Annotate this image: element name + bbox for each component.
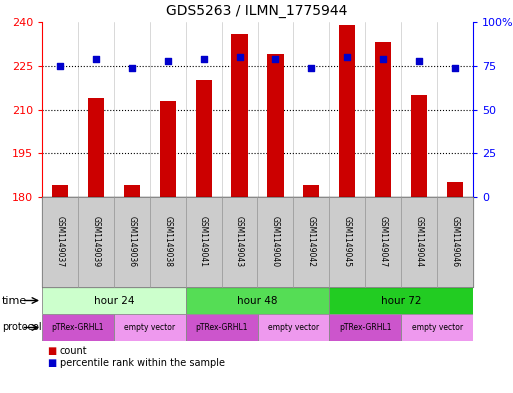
Bar xyxy=(329,314,401,341)
Text: GSM1149036: GSM1149036 xyxy=(127,217,136,268)
Bar xyxy=(231,34,248,197)
Text: GSM1149041: GSM1149041 xyxy=(199,217,208,268)
Bar xyxy=(186,287,329,314)
Text: GSM1149038: GSM1149038 xyxy=(163,217,172,268)
Bar xyxy=(339,25,356,197)
Point xyxy=(164,57,172,64)
Bar xyxy=(267,54,284,197)
Text: empty vector: empty vector xyxy=(268,323,319,332)
Text: hour 72: hour 72 xyxy=(381,296,421,305)
Bar xyxy=(124,185,140,197)
Bar xyxy=(160,101,176,197)
Bar xyxy=(303,185,320,197)
Point xyxy=(92,55,100,62)
Text: hour 24: hour 24 xyxy=(93,296,134,305)
Point xyxy=(379,55,387,62)
Point xyxy=(343,54,351,60)
Bar xyxy=(375,42,391,197)
Text: GSM1149045: GSM1149045 xyxy=(343,217,352,268)
Text: pTRex-GRHL1: pTRex-GRHL1 xyxy=(195,323,248,332)
Bar xyxy=(447,182,463,197)
Bar xyxy=(411,95,427,197)
Text: empty vector: empty vector xyxy=(124,323,175,332)
Text: ■: ■ xyxy=(47,346,56,356)
Bar xyxy=(258,314,329,341)
Text: GSM1149044: GSM1149044 xyxy=(415,217,424,268)
Text: GSM1149040: GSM1149040 xyxy=(271,217,280,268)
Bar xyxy=(329,287,473,314)
Bar xyxy=(195,80,212,197)
Bar xyxy=(186,314,258,341)
Text: pTRex-GRHL1: pTRex-GRHL1 xyxy=(52,323,104,332)
Bar xyxy=(401,314,473,341)
Text: count: count xyxy=(60,346,88,356)
Bar xyxy=(114,314,186,341)
Text: percentile rank within the sample: percentile rank within the sample xyxy=(60,358,225,367)
Text: GSM1149039: GSM1149039 xyxy=(91,217,101,268)
Point xyxy=(451,64,459,71)
Point xyxy=(128,64,136,71)
Text: GSM1149046: GSM1149046 xyxy=(450,217,460,268)
Text: GSM1149042: GSM1149042 xyxy=(307,217,316,268)
Text: ■: ■ xyxy=(47,358,56,367)
Text: GDS5263 / ILMN_1775944: GDS5263 / ILMN_1775944 xyxy=(166,4,347,18)
Text: time: time xyxy=(2,296,27,305)
Point xyxy=(415,57,423,64)
Text: pTRex-GRHL1: pTRex-GRHL1 xyxy=(339,323,391,332)
Bar xyxy=(52,185,68,197)
Bar xyxy=(42,314,114,341)
Point xyxy=(307,64,315,71)
Bar xyxy=(42,287,186,314)
Text: GSM1149037: GSM1149037 xyxy=(55,217,65,268)
Point xyxy=(200,55,208,62)
Point xyxy=(271,55,280,62)
Text: hour 48: hour 48 xyxy=(237,296,278,305)
Text: GSM1149043: GSM1149043 xyxy=(235,217,244,268)
Text: empty vector: empty vector xyxy=(411,323,463,332)
Text: GSM1149047: GSM1149047 xyxy=(379,217,388,268)
Point xyxy=(56,62,64,69)
Text: protocol: protocol xyxy=(2,323,42,332)
Point xyxy=(235,54,244,60)
Bar xyxy=(88,98,104,197)
